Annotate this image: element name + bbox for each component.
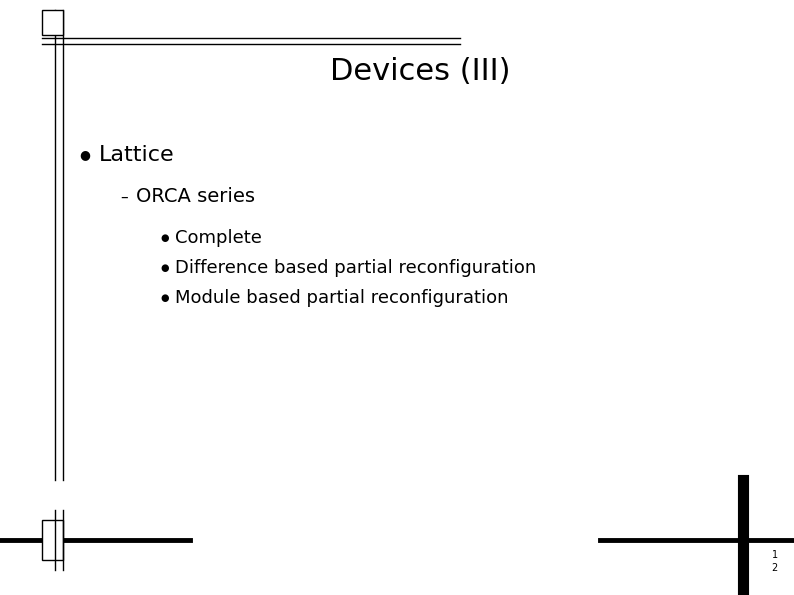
Text: ●: ●	[160, 263, 169, 273]
Text: ●: ●	[79, 149, 91, 161]
Text: –: –	[120, 189, 128, 205]
Text: Lattice: Lattice	[99, 145, 175, 165]
Text: Devices (III): Devices (III)	[330, 58, 511, 86]
Text: Complete: Complete	[175, 229, 262, 247]
Text: Module based partial reconfiguration: Module based partial reconfiguration	[175, 289, 508, 307]
FancyBboxPatch shape	[42, 520, 63, 560]
Text: ●: ●	[160, 293, 169, 303]
Text: 2: 2	[772, 563, 778, 573]
Text: ORCA series: ORCA series	[136, 187, 255, 206]
Text: Difference based partial reconfiguration: Difference based partial reconfiguration	[175, 259, 536, 277]
FancyBboxPatch shape	[42, 10, 63, 35]
Text: ●: ●	[160, 233, 169, 243]
Text: 1: 1	[772, 550, 778, 560]
